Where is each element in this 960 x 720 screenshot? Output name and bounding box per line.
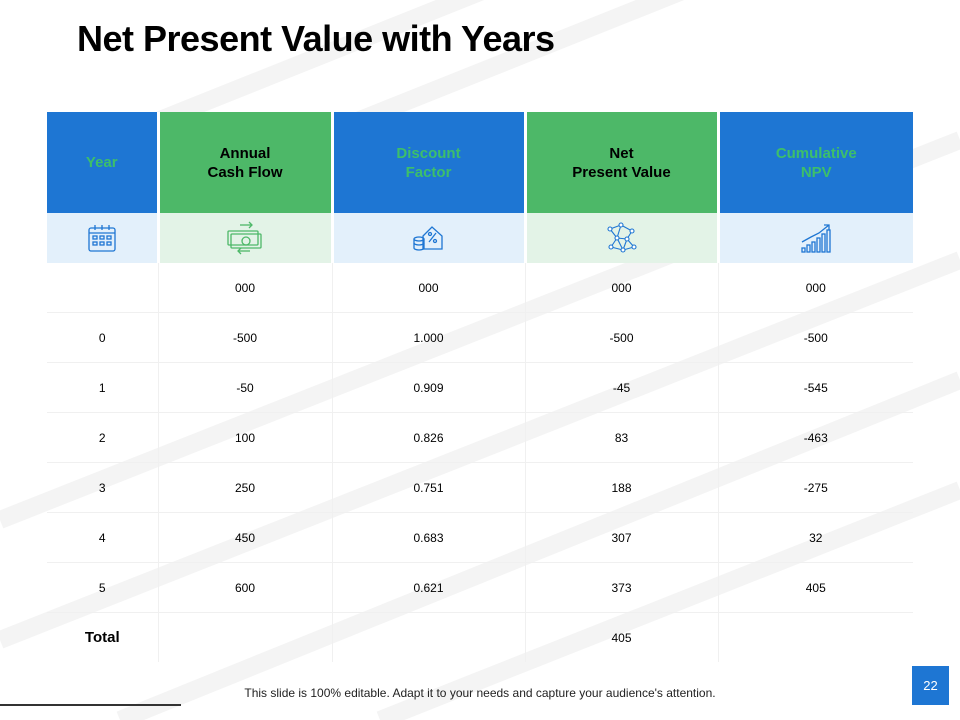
header-year-label: Year — [85, 154, 118, 171]
cell-discount: 0.826 — [332, 412, 526, 463]
cell-discount: 000 — [332, 263, 526, 313]
cell-cash-flow: -50 — [158, 362, 333, 413]
cell-year: 1 — [47, 362, 159, 413]
cell-year — [47, 263, 159, 313]
cell-discount: 1.000 — [332, 312, 526, 363]
header-row: Year Annual Cash Flow Discount Factor Ne… — [47, 112, 913, 213]
cell-cumulative: -545 — [718, 362, 913, 413]
page-number: 22 — [912, 666, 949, 705]
cell-year: 4 — [47, 512, 159, 563]
cell-cash-flow: 000 — [158, 263, 333, 313]
cell-cash-flow: 450 — [158, 512, 333, 563]
header-net-present-value: Net Present Value — [525, 112, 720, 213]
cell-cash-flow: 100 — [158, 412, 333, 463]
table-row: 3 250 0.751 188 -275 — [47, 462, 913, 513]
growth-chart-icon — [801, 224, 831, 253]
cell-cash-flow: 250 — [158, 462, 333, 513]
cell-cumulative: 32 — [718, 512, 913, 563]
total-label: Total — [47, 612, 159, 662]
header-cash-flow-line1: Annual — [219, 144, 271, 162]
cell-discount: 0.751 — [332, 462, 526, 513]
discount-icon — [412, 226, 443, 251]
header-npv-line1: Net — [609, 144, 634, 162]
table-row: 0 -500 1.000 -500 -500 — [47, 312, 913, 363]
npv-table: Year Annual Cash Flow Discount Factor Ne… — [47, 112, 913, 662]
table-row: 5 600 0.621 373 405 — [47, 562, 913, 613]
cell-cash-flow: -500 — [158, 312, 333, 363]
total-npv: 405 — [525, 612, 719, 662]
bottom-rule — [0, 704, 181, 706]
cell-cumulative — [718, 613, 913, 663]
table-row: 000 000 000 000 — [47, 263, 913, 313]
cell-cash-flow — [158, 612, 333, 662]
cell-npv: -500 — [525, 312, 719, 363]
cell-cash-flow: 600 — [158, 562, 333, 613]
table-row: 4 450 0.683 307 32 — [47, 512, 913, 563]
header-cash-flow-line2: Cash Flow — [207, 163, 283, 181]
calendar-icon — [88, 225, 116, 252]
cell-npv: 373 — [525, 562, 719, 613]
cash-flow-icon — [227, 221, 262, 255]
cell-cumulative: -463 — [718, 412, 913, 463]
cell-cumulative: 405 — [718, 562, 913, 613]
cell-npv: 188 — [525, 462, 719, 513]
header-annual-cash-flow: Annual Cash Flow — [158, 112, 334, 213]
total-row: Total 405 — [47, 612, 913, 663]
header-year: Year — [47, 112, 160, 213]
icon-cell-network — [525, 213, 720, 263]
network-icon — [606, 222, 637, 253]
header-discount-factor: Discount Factor — [332, 112, 527, 213]
icon-row — [47, 213, 913, 263]
cell-year: 3 — [47, 462, 159, 513]
cell-cumulative: 000 — [718, 263, 913, 313]
header-discount-line2: Factor — [405, 163, 452, 181]
cell-year: 0 — [47, 312, 159, 363]
icon-cell-year — [47, 213, 160, 263]
cell-discount: 0.909 — [332, 362, 526, 413]
header-cumulative-npv: Cumulative NPV — [718, 112, 913, 213]
icon-cell-discount — [332, 213, 527, 263]
cell-npv: -45 — [525, 362, 719, 413]
cell-discount: 0.683 — [332, 512, 526, 563]
cell-cumulative: -275 — [718, 462, 913, 513]
table-row: 1 -50 0.909 -45 -545 — [47, 362, 913, 413]
cell-npv: 83 — [525, 412, 719, 463]
cell-year: 5 — [47, 562, 159, 613]
header-cumulative-line2: NPV — [800, 163, 832, 181]
header-npv-line2: Present Value — [572, 163, 671, 181]
icon-cell-growth — [718, 213, 913, 263]
header-discount-line1: Discount — [396, 144, 461, 162]
icon-cell-cash-flow — [158, 213, 334, 263]
cell-discount — [332, 612, 526, 662]
slide-title: Net Present Value with Years — [77, 18, 555, 59]
cell-cumulative: -500 — [718, 312, 913, 363]
footer-note: This slide is 100% editable. Adapt it to… — [244, 686, 716, 700]
cell-npv: 307 — [525, 512, 719, 563]
cell-year: 2 — [47, 412, 159, 463]
cell-npv: 000 — [525, 263, 719, 313]
table-row: 2 100 0.826 83 -463 — [47, 412, 913, 463]
cell-discount: 0.621 — [332, 562, 526, 613]
header-cumulative-line1: Cumulative — [775, 144, 857, 162]
